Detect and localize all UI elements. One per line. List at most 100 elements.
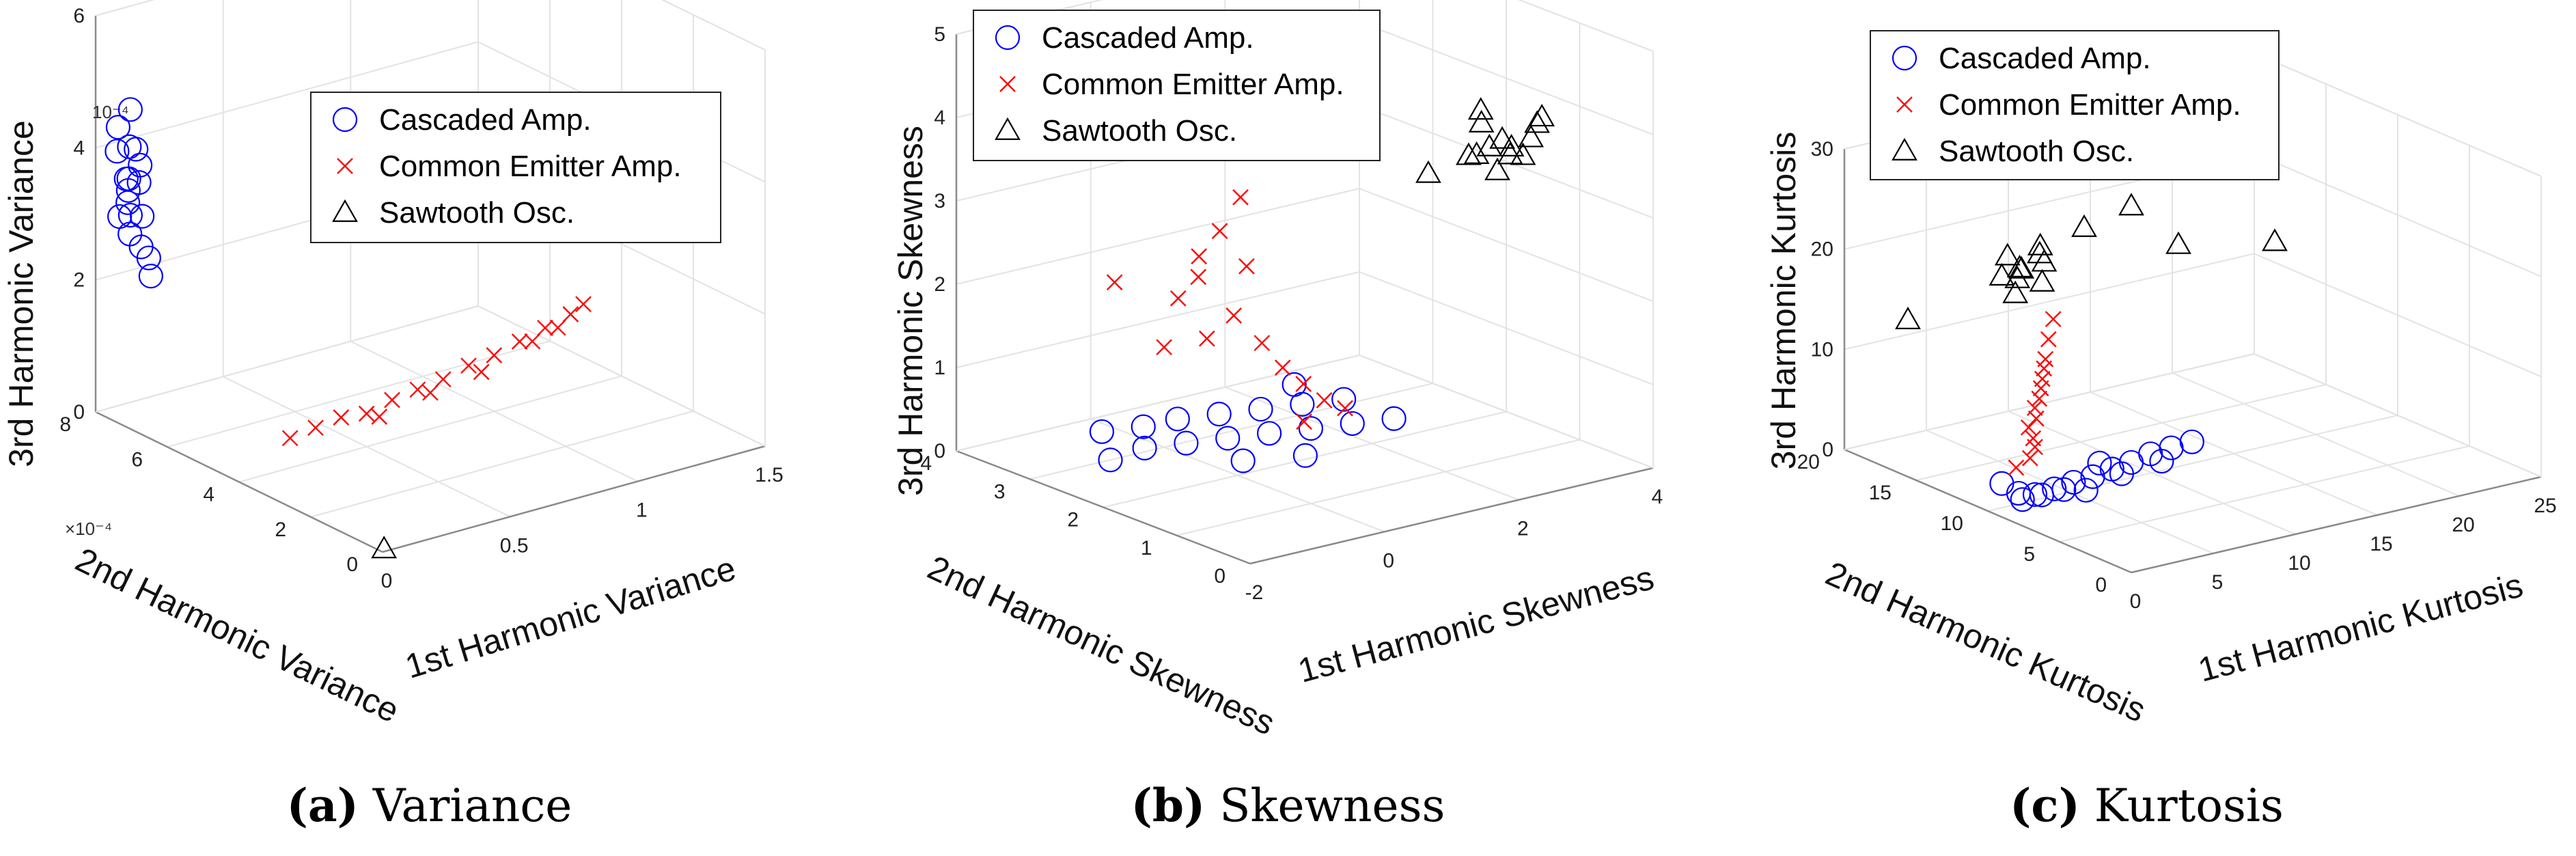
data-point (1215, 426, 1241, 451)
data-point (1211, 223, 1228, 239)
y-tick-label: 2 (1067, 509, 1079, 531)
data-point (371, 536, 398, 559)
data-point (2021, 450, 2038, 467)
data-point (2006, 254, 2033, 277)
data-point (575, 296, 592, 313)
data-point (1089, 419, 1115, 444)
box-edge (477, 305, 766, 447)
legend-box (1870, 30, 2280, 180)
data-point (2020, 419, 2037, 436)
data-point (1298, 416, 1324, 441)
data-point (2118, 193, 2144, 216)
data-point (2010, 487, 2035, 512)
data-point (1994, 243, 2021, 266)
data-point (2045, 311, 2062, 327)
data-point (1254, 335, 1271, 351)
side-wall-grid-line (1359, 188, 1654, 302)
data-point (1340, 411, 1365, 437)
x-tick-label: 15 (2370, 533, 2392, 555)
data-point (2002, 280, 2029, 303)
data-point (1282, 372, 1307, 397)
z-axis-title: 3rd Harmonic Variance (2, 120, 40, 467)
z-tick-label: 2 (934, 273, 945, 296)
x-axis-title: 1st Harmonic Variance (401, 549, 740, 686)
caption-letter: (c) (2010, 779, 2080, 832)
x-tick-label: 0.5 (500, 534, 529, 557)
x-axis-title: 1st Harmonic Skewness (1294, 558, 1658, 690)
side-wall-grid-line (2254, 253, 2542, 378)
data-point (511, 333, 528, 350)
data-point (1295, 376, 1312, 392)
data-point (409, 381, 426, 398)
box-edge (1359, 355, 1654, 469)
legend-marker (995, 25, 1021, 51)
z-tick-label: 4 (73, 137, 85, 159)
x-tick-label: 1.5 (755, 464, 784, 486)
data-point (1331, 387, 1357, 412)
y-axis-title: 2nd Harmonic Skewness (922, 548, 1281, 742)
floor-grid-line (1103, 411, 1507, 508)
data-point (2080, 464, 2105, 489)
legend-label: Sawtooth Osc. (1939, 135, 2134, 168)
data-point (2109, 461, 2134, 486)
data-point (1381, 406, 1407, 431)
data-point (549, 319, 566, 336)
data-point (2073, 478, 2099, 503)
legend-label: Common Emitter Amp. (1939, 88, 2241, 122)
data-point (1316, 391, 1333, 409)
y-tick-label: 4 (203, 484, 214, 506)
data-point (537, 320, 553, 336)
data-point (2008, 459, 2025, 476)
data-point (1510, 142, 1536, 165)
data-point (486, 347, 503, 363)
data-point (2262, 228, 2288, 251)
data-point (1098, 447, 1123, 473)
side-wall-grid-line (1359, 105, 1654, 219)
y-tick-label: 0 (346, 553, 358, 576)
z-axis-title: 3rd Harmonic Kurtosis (1764, 132, 1803, 470)
z-tick-label: 5 (934, 23, 945, 46)
floor-grid-line (1987, 415, 2398, 512)
data-point (2087, 450, 2112, 476)
box-edge (956, 355, 1360, 452)
caption-letter: (b) (1131, 779, 1206, 832)
y-tick-label: 20 (1797, 451, 1820, 473)
data-point (1518, 124, 1545, 148)
data-point (460, 357, 477, 374)
data-point (1415, 160, 1441, 183)
z-tick-label: 0 (73, 401, 85, 424)
data-point (422, 384, 439, 401)
legend-marker (337, 158, 353, 174)
caption-text: Kurtosis (2094, 779, 2284, 832)
data-point (1238, 258, 1255, 275)
x-axis-line (2131, 475, 2542, 574)
floor-grid-line (238, 375, 622, 483)
data-point (2165, 231, 2191, 254)
data-point (434, 371, 452, 388)
back-wall-grid-line (95, 0, 155, 16)
data-point (2027, 439, 2043, 456)
data-point (473, 363, 490, 381)
data-point (1174, 430, 1199, 456)
data-point (2029, 268, 2055, 292)
data-point (524, 333, 541, 350)
legend-label: Cascaded Amp. (1042, 21, 1254, 55)
legend-label: Common Emitter Amp. (1042, 68, 1344, 101)
data-point (1529, 103, 1555, 127)
data-point (384, 391, 400, 409)
data-point (2036, 360, 2053, 377)
legend-marker (999, 76, 1016, 92)
data-point (333, 409, 350, 426)
caption-skewness: (b) Skewness (859, 779, 1717, 832)
data-point (115, 178, 141, 203)
data-point (2149, 448, 2174, 474)
data-point (1524, 110, 1550, 133)
side-wall-grid-line (2254, 152, 2542, 277)
data-point (2031, 249, 2058, 272)
data-point (1206, 402, 1232, 427)
data-point (117, 221, 143, 247)
data-point (371, 409, 388, 425)
data-point (1497, 141, 1523, 165)
legend-box (973, 10, 1381, 161)
